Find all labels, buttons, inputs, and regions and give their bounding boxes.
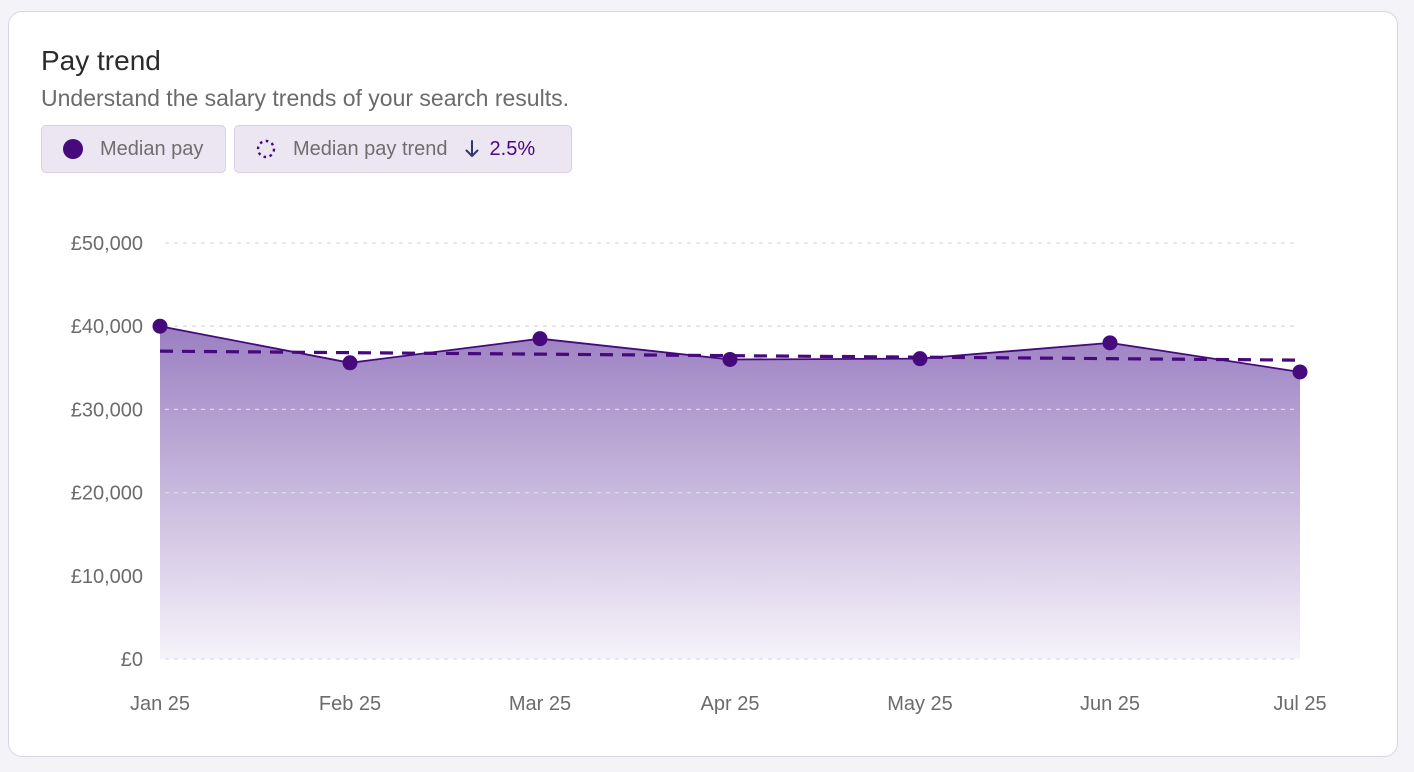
y-tick-label: £20,000 (71, 483, 143, 505)
x-tick-label: Mar 25 (509, 693, 571, 715)
card-subtitle: Understand the salary trends of your sea… (41, 85, 569, 111)
y-tick-label: £0 (121, 649, 143, 671)
median-pay-point (532, 331, 548, 347)
filled-circle-icon (63, 139, 83, 159)
legend-median-pay-label: Median pay (100, 137, 204, 160)
x-tick-label: Feb 25 (319, 693, 381, 715)
median-pay-point (342, 355, 358, 371)
x-tick-label: Apr 25 (701, 693, 760, 715)
x-tick-label: Jan 25 (130, 693, 190, 715)
card-title: Pay trend (41, 45, 161, 76)
y-tick-label: £50,000 (71, 233, 143, 255)
y-tick-label: £40,000 (71, 316, 143, 338)
median-pay-point (1102, 335, 1118, 351)
median-pay-point (152, 318, 168, 334)
median-pay-point (912, 351, 928, 367)
x-tick-label: Jul 25 (1273, 693, 1326, 715)
x-tick-label: Jun 25 (1080, 693, 1140, 715)
median-pay-point (1292, 364, 1308, 380)
median-pay-point (722, 351, 738, 367)
median-pay-trend-line (159, 349, 1301, 362)
arrow-down-icon (465, 140, 479, 157)
y-tick-label: £30,000 (71, 399, 143, 421)
legend-median-pay-trend-toggle[interactable]: Median pay trend 2.5% (234, 125, 572, 173)
y-tick-label: £10,000 (71, 566, 143, 588)
trend-change-value: 2.5% (489, 137, 536, 160)
x-tick-label: May 25 (887, 693, 953, 715)
dashed-circle-icon (256, 139, 276, 159)
legend-median-pay-trend-label: Median pay trend (293, 137, 448, 160)
legend-median-pay-toggle[interactable]: Median pay (41, 125, 226, 173)
